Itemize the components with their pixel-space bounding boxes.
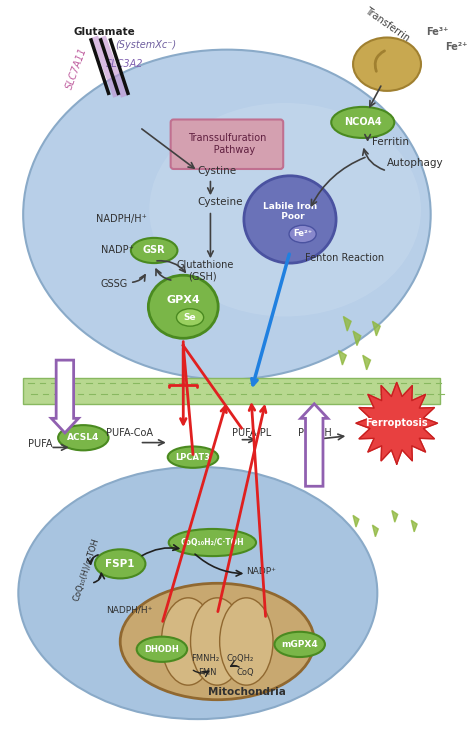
- Text: ACSL4: ACSL4: [67, 433, 100, 442]
- Polygon shape: [356, 383, 438, 464]
- Text: Fe²⁺: Fe²⁺: [293, 229, 312, 239]
- Text: Fe²⁺: Fe²⁺: [445, 42, 468, 52]
- Ellipse shape: [274, 632, 325, 657]
- Ellipse shape: [18, 467, 377, 719]
- Text: FMNH₂: FMNH₂: [191, 654, 219, 663]
- Text: (SystemXc⁻): (SystemXc⁻): [115, 40, 176, 49]
- Ellipse shape: [331, 107, 394, 138]
- Text: Fe³⁺: Fe³⁺: [426, 27, 448, 37]
- Text: DHODH: DHODH: [145, 645, 179, 654]
- Text: Cystine: Cystine: [198, 166, 237, 176]
- Polygon shape: [353, 515, 359, 527]
- Text: CoQ₁₀(H)/α-TOH: CoQ₁₀(H)/α-TOH: [72, 537, 100, 603]
- Ellipse shape: [244, 176, 336, 263]
- Text: Glutamate: Glutamate: [73, 27, 136, 37]
- Text: Labile Iron
  Poor: Labile Iron Poor: [263, 202, 317, 221]
- Ellipse shape: [289, 226, 316, 242]
- Ellipse shape: [131, 238, 177, 263]
- Polygon shape: [343, 316, 351, 331]
- Polygon shape: [353, 331, 361, 346]
- Ellipse shape: [58, 425, 109, 450]
- Text: (GSH): (GSH): [188, 272, 217, 282]
- Ellipse shape: [168, 447, 218, 468]
- Text: PUFA-CoA: PUFA-CoA: [106, 427, 153, 438]
- Polygon shape: [373, 525, 378, 537]
- Text: mGPX4: mGPX4: [282, 640, 318, 649]
- Ellipse shape: [219, 598, 273, 685]
- Ellipse shape: [176, 309, 204, 326]
- Ellipse shape: [120, 583, 314, 699]
- FancyArrow shape: [51, 360, 79, 433]
- Text: SLC3A2: SLC3A2: [106, 59, 143, 69]
- Text: Transsulfuration
     Pathway: Transsulfuration Pathway: [188, 133, 266, 155]
- Text: LPCAT3: LPCAT3: [175, 453, 210, 461]
- Text: Glutathione: Glutathione: [176, 260, 234, 270]
- Text: Autophagy: Autophagy: [387, 158, 444, 168]
- Text: NADP⁺: NADP⁺: [246, 567, 276, 576]
- Text: Cysteine: Cysteine: [198, 197, 243, 207]
- Text: CoQ: CoQ: [237, 668, 254, 677]
- Polygon shape: [338, 350, 346, 365]
- Text: NADPH/H⁺: NADPH/H⁺: [96, 214, 147, 224]
- Text: CoQH₂: CoQH₂: [227, 654, 254, 663]
- Text: Fenton Reaction: Fenton Reaction: [305, 254, 383, 263]
- Text: NCOA4: NCOA4: [344, 117, 382, 128]
- Text: FMN: FMN: [198, 668, 216, 677]
- Text: Ferroptosis: Ferroptosis: [365, 418, 428, 428]
- Text: PUFA: PUFA: [28, 439, 53, 450]
- Polygon shape: [392, 511, 398, 522]
- Ellipse shape: [23, 49, 431, 380]
- Text: CoQ₁₀H₂/C·TOH: CoQ₁₀H₂/C·TOH: [181, 538, 244, 547]
- Ellipse shape: [353, 38, 421, 91]
- Text: NADPH/H⁺: NADPH/H⁺: [106, 605, 152, 615]
- Text: NADP⁺: NADP⁺: [101, 245, 134, 256]
- Ellipse shape: [191, 598, 244, 685]
- Text: FSP1: FSP1: [105, 559, 135, 569]
- FancyBboxPatch shape: [23, 377, 440, 404]
- Polygon shape: [373, 321, 380, 336]
- Ellipse shape: [137, 637, 187, 662]
- Text: Transferrin: Transferrin: [363, 6, 411, 44]
- Text: Se: Se: [184, 313, 196, 322]
- Ellipse shape: [149, 103, 421, 316]
- Ellipse shape: [169, 529, 256, 556]
- Text: Ferritin: Ferritin: [373, 137, 410, 147]
- Text: GPX4: GPX4: [166, 295, 200, 305]
- Ellipse shape: [95, 549, 146, 579]
- Polygon shape: [411, 520, 417, 532]
- FancyArrow shape: [301, 404, 328, 486]
- Text: SLC7A11: SLC7A11: [64, 46, 88, 91]
- Ellipse shape: [148, 275, 218, 338]
- FancyBboxPatch shape: [171, 119, 283, 169]
- Polygon shape: [363, 355, 371, 370]
- Text: PUFA-PL: PUFA-PL: [232, 427, 271, 438]
- Text: GSR: GSR: [143, 245, 165, 256]
- Text: GSSG: GSSG: [101, 279, 128, 290]
- Text: Mitochondria: Mitochondria: [208, 687, 285, 697]
- Ellipse shape: [162, 598, 215, 685]
- Text: PLOOH: PLOOH: [298, 427, 331, 438]
